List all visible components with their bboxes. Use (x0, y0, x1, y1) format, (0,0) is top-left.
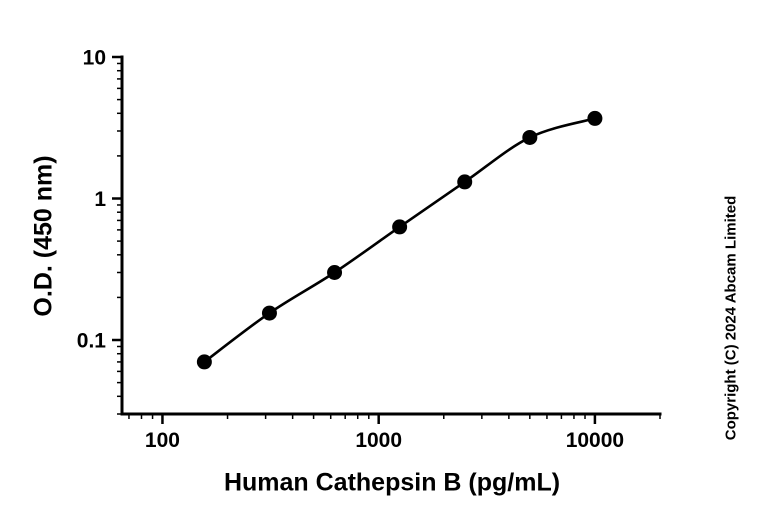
data-point (327, 264, 343, 280)
y-axis-title: O.D. (450 nm) (29, 155, 58, 317)
x-tick-label: 10000 (566, 429, 624, 452)
y-tick-label: 1 (94, 188, 106, 211)
data-point (457, 174, 473, 190)
data-point (196, 354, 212, 370)
y-tick-label: 0.1 (77, 329, 107, 352)
y-tick-label: 10 (83, 46, 106, 69)
copyright-text: Copyright (C) 2024 Abcam Limited (722, 195, 740, 441)
data-point (587, 110, 603, 126)
x-tick-label: 100 (145, 429, 180, 452)
x-axis-title: Human Cathepsin B (pg/mL) (223, 468, 561, 497)
data-point (392, 219, 408, 235)
data-point (261, 305, 277, 321)
x-tick-label: 1000 (355, 429, 402, 452)
fit-curve (203, 117, 596, 363)
data-point (522, 129, 538, 145)
